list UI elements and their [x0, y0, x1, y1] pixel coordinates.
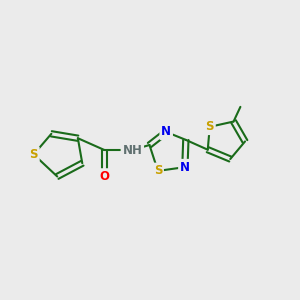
Text: S: S: [154, 164, 162, 177]
Text: S: S: [29, 148, 38, 161]
Text: NH: NH: [122, 143, 142, 157]
Text: N: N: [180, 160, 190, 174]
Text: N: N: [161, 125, 171, 139]
Text: O: O: [99, 170, 110, 183]
Text: S: S: [206, 120, 214, 133]
